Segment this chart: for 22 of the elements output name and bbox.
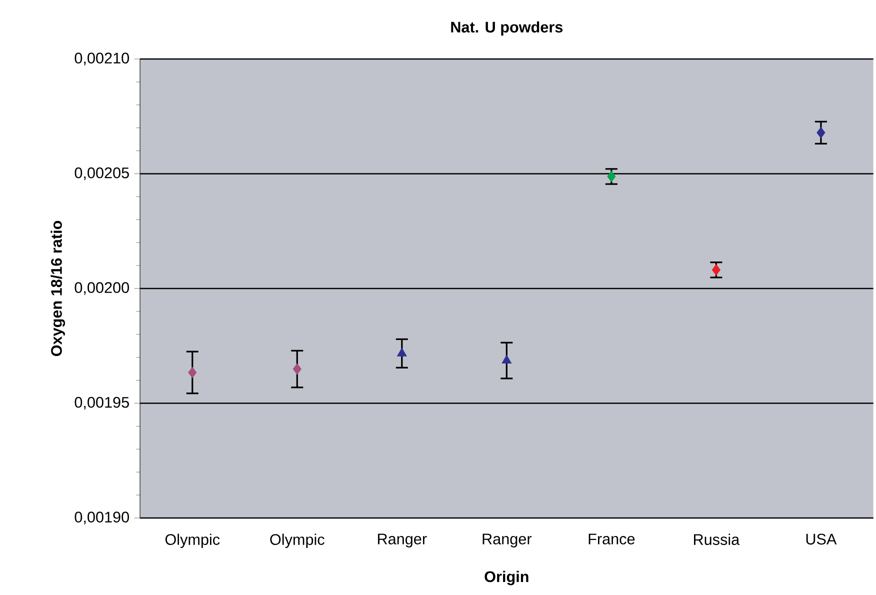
- point: [712, 264, 720, 276]
- x-tick-label: Ranger: [482, 534, 532, 548]
- y-tick-label: 0,00210: [74, 52, 129, 66]
- y-tick-label: 0,00200: [74, 282, 129, 295]
- x-tick-label: Russia: [694, 534, 740, 545]
- y-tick-label: 0,00205: [74, 167, 129, 180]
- y-tick-label: 0,00190: [74, 512, 129, 524]
- point: [502, 354, 512, 364]
- x-axis-title: Origin: [484, 570, 528, 586]
- x-tick-label: USA: [806, 534, 837, 545]
- point: [607, 170, 616, 182]
- point: [188, 366, 197, 378]
- x-tick-label: Ranger: [378, 534, 427, 548]
- chart-title: Nat. U powders: [451, 21, 563, 36]
- point: [397, 348, 407, 356]
- y-tick-label: 0,00195: [74, 396, 129, 410]
- x-tick-label: Olympic: [165, 534, 220, 548]
- x-tick-label: France: [588, 534, 635, 544]
- x-tick-label: Olympic: [270, 534, 324, 548]
- point: [292, 363, 302, 375]
- y-axis-title: Oxygen 18/16 ratio: [50, 220, 66, 356]
- point: [816, 127, 826, 138]
